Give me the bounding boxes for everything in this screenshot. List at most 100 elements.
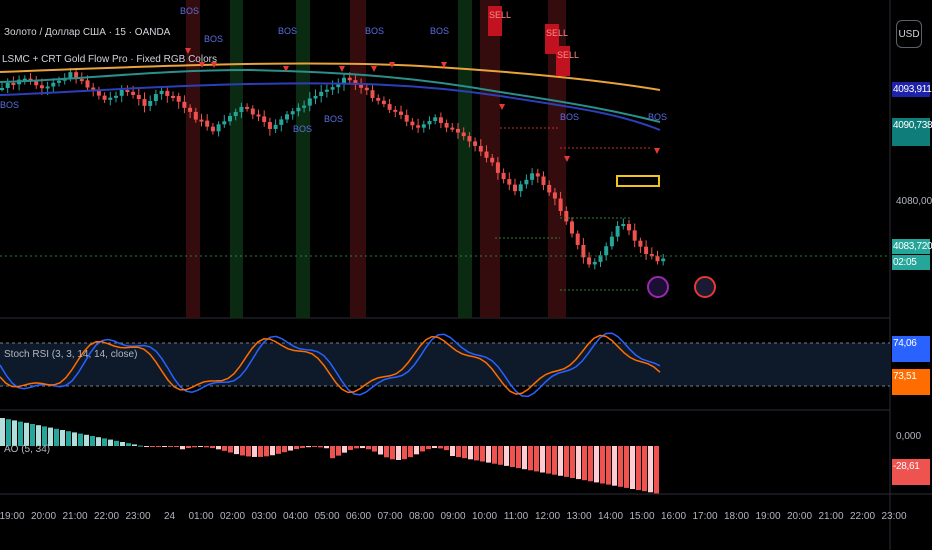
sell-triangle xyxy=(389,62,395,68)
time-axis-label: 11:00 xyxy=(503,511,529,522)
candle xyxy=(28,78,33,81)
ao-bar xyxy=(162,446,167,447)
ao-bar xyxy=(186,446,191,449)
sell-triangle xyxy=(371,66,377,72)
candle xyxy=(444,122,449,128)
candle xyxy=(410,121,415,126)
candle xyxy=(661,258,666,262)
candle xyxy=(513,184,517,192)
candle xyxy=(79,79,84,82)
sell-triangle xyxy=(499,104,505,110)
candle xyxy=(74,72,79,80)
ao-bar xyxy=(594,446,599,483)
candle xyxy=(193,111,198,120)
ao-bar xyxy=(168,446,173,447)
bos-label: BOS xyxy=(293,124,312,134)
candle xyxy=(387,104,392,110)
candle xyxy=(148,100,153,106)
session-band xyxy=(350,0,366,318)
stoch-rsi-legend[interactable]: Stoch RSI (3, 3, 14, 14, close) xyxy=(4,349,138,360)
candle xyxy=(364,87,369,91)
candle xyxy=(330,87,335,90)
ao-bar xyxy=(642,446,647,492)
candle xyxy=(0,87,4,90)
ao-bar xyxy=(84,434,89,446)
candle xyxy=(433,117,438,122)
bos-label: BOS xyxy=(324,114,343,124)
session-band xyxy=(480,0,500,318)
ema-teal-price-badge: 4090,738 xyxy=(892,118,932,146)
ao-bar xyxy=(36,425,41,446)
stoch-band xyxy=(0,343,890,386)
candle xyxy=(125,89,130,92)
event-lightning-icon xyxy=(647,276,669,298)
ao-bar xyxy=(432,446,437,449)
ao-legend[interactable]: AO (5, 34) xyxy=(4,444,51,455)
ao-bar xyxy=(234,446,239,455)
ao-bar xyxy=(534,446,539,472)
candle xyxy=(552,192,557,199)
candle xyxy=(159,90,164,95)
ao-bar xyxy=(210,446,215,449)
time-axis-label: 23:00 xyxy=(881,511,907,522)
ao-bar xyxy=(318,446,323,448)
candle xyxy=(210,126,215,132)
ao-bar xyxy=(576,446,581,480)
candle xyxy=(5,82,10,88)
sell-triangle xyxy=(283,66,289,72)
candle xyxy=(581,244,586,258)
stoch-d-line xyxy=(0,334,661,395)
session-band xyxy=(458,0,472,318)
currency-button[interactable]: USD xyxy=(896,20,922,48)
time-axis-label: 15:00 xyxy=(629,511,655,522)
candle xyxy=(478,145,483,152)
candle xyxy=(11,82,16,85)
ao-bar xyxy=(252,446,257,457)
ao-bar xyxy=(336,446,341,456)
candle xyxy=(285,114,289,120)
stoch-k-badge: 74,06 xyxy=(892,336,930,362)
candle xyxy=(267,122,272,129)
ao-bar xyxy=(468,446,473,460)
ao-bar xyxy=(132,444,137,446)
sell-triangle xyxy=(564,156,570,162)
time-axis-label: 13:00 xyxy=(566,511,592,522)
candle xyxy=(45,86,50,89)
ao-bar xyxy=(378,446,383,455)
candle xyxy=(427,121,432,125)
candle xyxy=(239,106,244,112)
ao-bar xyxy=(228,446,233,453)
ao-bar xyxy=(282,446,287,453)
candle xyxy=(199,119,204,122)
candle xyxy=(404,114,409,122)
session-band xyxy=(230,0,243,318)
bar-countdown-badge: 02:05 xyxy=(892,255,930,270)
sell-signal-box xyxy=(488,6,502,36)
ao-bar xyxy=(342,446,347,453)
ao-bar xyxy=(654,446,659,494)
candle xyxy=(621,224,626,227)
bos-label: BOS xyxy=(560,112,579,122)
chart-symbol-title[interactable]: Золото / Доллар США · 15 · OANDA xyxy=(4,27,171,38)
ao-bar xyxy=(204,446,209,448)
sell-signal-label: SELL xyxy=(546,28,568,38)
target-box xyxy=(616,175,660,187)
time-axis-label: 14:00 xyxy=(597,511,624,522)
ao-bar xyxy=(630,446,635,489)
time-axis-label: 24 xyxy=(163,511,176,522)
ao-bar xyxy=(414,446,419,455)
candle xyxy=(131,91,136,95)
ao-bar xyxy=(528,446,533,471)
ao-bar xyxy=(618,446,623,487)
ao-bar xyxy=(648,446,653,493)
ao-bar xyxy=(294,446,299,450)
candle xyxy=(632,230,637,241)
ao-bar xyxy=(390,446,395,460)
candle xyxy=(171,95,175,98)
ao-bar xyxy=(276,446,281,454)
indicator-legend[interactable]: LSMC + CRT Gold Flow Pro · Fixed RGB Col… xyxy=(2,54,217,65)
sell-triangle xyxy=(339,66,345,72)
time-axis-label: 18:00 xyxy=(723,511,750,522)
time-axis-label: 07:00 xyxy=(377,511,403,522)
